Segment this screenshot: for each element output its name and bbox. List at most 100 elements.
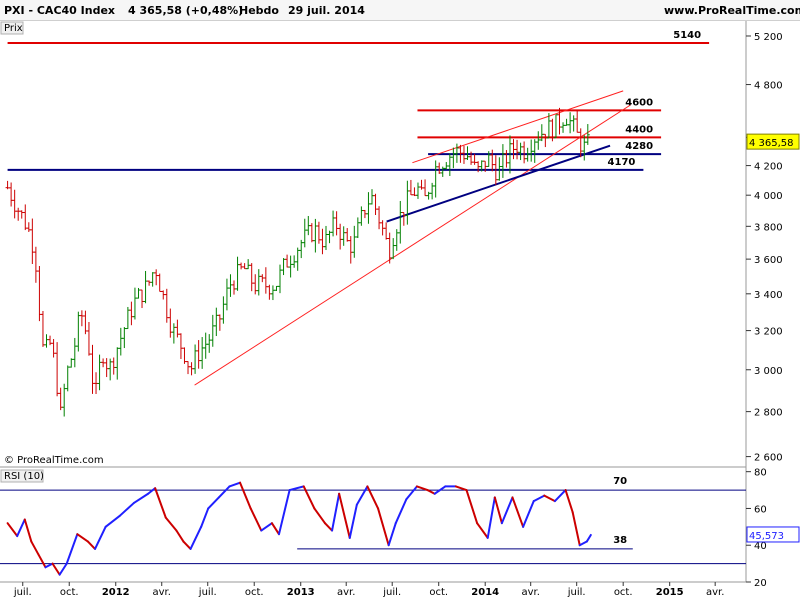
rsi-segment <box>207 496 220 510</box>
rsi-segment <box>249 507 263 532</box>
rsi-segment <box>348 503 358 539</box>
rsi-segment <box>585 533 592 543</box>
rsi-segment <box>415 485 429 492</box>
rsi-segment <box>94 525 107 550</box>
last-price-tag <box>746 133 800 150</box>
price-panel-label-box <box>0 21 24 35</box>
rsi-level-label-70: 70 <box>613 476 627 487</box>
x-tick-label: 2015 <box>656 587 684 598</box>
x-tick-label: avr. <box>521 587 539 598</box>
x-tick-label: 2012 <box>102 587 130 598</box>
rsi-segment <box>86 540 97 550</box>
chart-title: PXI - CAC40 Index <box>4 4 116 17</box>
chart-header: PXI - CAC40 Index 4 365,58 (+0,48%) Hebd… <box>0 0 800 21</box>
last-price-value: 4 365,58 <box>749 138 794 149</box>
rsi-segment <box>118 501 135 517</box>
rsi-segment <box>30 540 40 556</box>
rsi-segment <box>578 540 588 547</box>
rsi-segment <box>387 522 397 547</box>
x-tick-label: juil. <box>567 587 586 598</box>
rsi-segment <box>331 492 341 532</box>
x-tick-label: oct. <box>614 587 633 598</box>
rsi-y-tick-label: 80 <box>754 468 767 479</box>
rsi-segment <box>239 481 252 510</box>
rsi-segment <box>6 522 19 538</box>
level-label-4280: 4280 <box>625 141 653 152</box>
rsi-segment <box>44 562 54 569</box>
price-y-tick-label: 3 600 <box>754 255 783 266</box>
rsi-y-tick-label: 40 <box>754 541 767 552</box>
price-y-tick-label: 5 200 <box>754 32 783 43</box>
rsi-segment <box>426 489 436 495</box>
x-tick-label: juil. <box>198 587 217 598</box>
price-y-tick-label: 3 400 <box>754 290 783 301</box>
rsi-segment <box>288 485 305 492</box>
rsi-segment <box>16 518 26 538</box>
rsi-segment <box>394 498 408 525</box>
rsi-segment <box>553 489 567 503</box>
level-label-4170: 4170 <box>608 157 636 168</box>
rsi-segment <box>564 489 574 514</box>
level-label-4600: 4600 <box>625 97 653 108</box>
x-tick-label: juil. <box>382 587 401 598</box>
trendline[interactable] <box>386 144 611 223</box>
x-tick-label: oct. <box>245 587 264 598</box>
x-tick-label: avr. <box>153 587 171 598</box>
rsi-segment <box>476 522 489 539</box>
rsi-segment <box>270 522 280 536</box>
rsi-segment <box>175 529 185 543</box>
rsi-segment <box>147 487 157 495</box>
price-y-tick-label: 4 800 <box>754 81 783 92</box>
level-label-5140: 5140 <box>673 30 701 41</box>
rsi-segment <box>164 516 178 532</box>
rsi-segment <box>302 485 316 510</box>
rsi-segment <box>217 485 231 499</box>
rsi-segment <box>23 518 33 543</box>
trendline[interactable] <box>412 90 624 164</box>
rsi-segment <box>51 562 61 576</box>
price-y-tick-label: 4 200 <box>754 162 783 173</box>
site-link[interactable]: www.ProRealTime.com <box>664 4 800 17</box>
x-tick-label: oct. <box>60 587 79 598</box>
rsi-segment <box>433 485 447 495</box>
rsi-panel-label-box <box>0 469 44 483</box>
rsi-segment <box>465 489 479 525</box>
x-tick-label: avr. <box>706 587 724 598</box>
rsi-segment <box>486 496 496 539</box>
rsi-segment <box>37 553 47 569</box>
rsi-y-tick-label: 60 <box>754 504 767 515</box>
x-tick-label: juil. <box>13 587 32 598</box>
rsi-segment <box>366 485 380 510</box>
price-y-tick-label: 3 000 <box>754 366 783 377</box>
rsi-segment <box>260 522 273 532</box>
price-y-tick-label: 2 600 <box>754 453 783 464</box>
rsi-segment <box>511 496 525 528</box>
rsi-segment <box>132 492 150 504</box>
watermark: © ProRealTime.com <box>4 455 104 466</box>
rsi-segment <box>377 507 390 547</box>
price-y-tick-label: 2 800 <box>754 408 783 419</box>
rsi-segment <box>228 481 242 488</box>
price-change: 4 365,58 (+0,48%) <box>128 4 244 17</box>
rsi-segment <box>104 514 121 528</box>
level-label-4400: 4400 <box>625 124 653 135</box>
rsi-panel-label: RSI (10) <box>4 471 44 482</box>
price-y-tick-label: 3 800 <box>754 222 783 233</box>
rsi-segment <box>500 496 514 525</box>
x-tick-label: oct. <box>429 587 448 598</box>
rsi-segment <box>277 489 291 536</box>
price-panel <box>0 21 746 466</box>
rsi-segment <box>355 485 369 506</box>
rsi-segment <box>405 485 418 501</box>
rsi-level-label-38: 38 <box>613 535 627 546</box>
rsi-segment <box>189 525 203 550</box>
rsi-segment <box>454 485 468 492</box>
rsi-y-tick-label: 20 <box>754 578 767 589</box>
rsi-segment <box>313 507 326 525</box>
trendline[interactable] <box>194 104 631 386</box>
date-label: 29 juil. 2014 <box>288 4 365 17</box>
rsi-segment <box>65 533 79 565</box>
last-rsi-tag <box>746 526 800 543</box>
rsi-panel <box>0 468 746 582</box>
